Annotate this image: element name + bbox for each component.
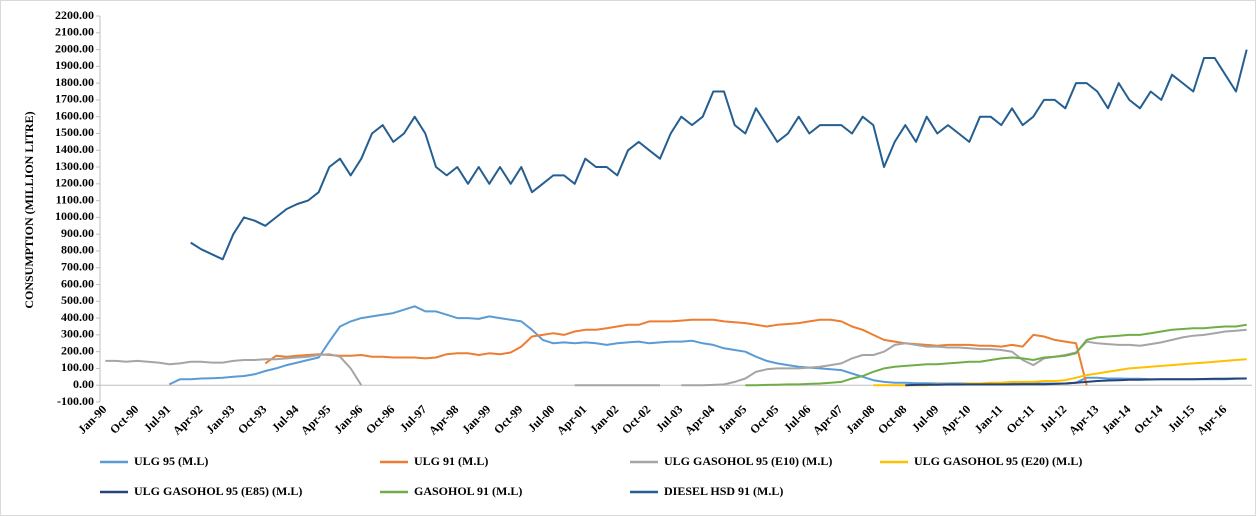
y-tick-label: 2000.00 — [55, 41, 94, 55]
legend-label: DIESEL HSD 91 (M.L) — [664, 484, 783, 498]
y-tick-label: 2200.00 — [55, 8, 94, 22]
series-line — [905, 377, 1247, 387]
y-tick-label: 1500.00 — [55, 125, 94, 139]
series-line — [190, 49, 1248, 261]
series-line — [745, 323, 1247, 387]
legend-label: ULG 95 (M.L) — [134, 454, 208, 468]
legend-label: ULG 91 (M.L) — [414, 454, 488, 468]
legend-label: ULG GASOHOL 95 (E20) (M.L) — [914, 454, 1082, 468]
y-tick-label: 600.00 — [61, 276, 94, 290]
y-tick-label: 1000.00 — [55, 209, 94, 223]
y-tick-label: 1800.00 — [55, 75, 94, 89]
y-tick-label: 1400.00 — [55, 142, 94, 156]
y-axis-title: CONSUMPTION (MILLION LITRE) — [22, 111, 36, 308]
y-tick-label: 200.00 — [61, 343, 94, 357]
y-tick-label: 900.00 — [61, 226, 94, 240]
y-tick-label: 300.00 — [61, 327, 94, 341]
y-tick-label: 400.00 — [61, 310, 94, 324]
y-tick-label: 1900.00 — [55, 58, 94, 72]
y-tick-label: 1100.00 — [56, 192, 94, 206]
y-tick-label: 100.00 — [61, 360, 94, 374]
legend-label: ULG GASOHOL 95 (E85) (M.L) — [134, 484, 302, 498]
y-tick-label: 1200.00 — [55, 176, 94, 190]
y-tick-label: 500.00 — [61, 293, 94, 307]
y-tick-label: 0.00 — [73, 377, 94, 391]
y-tick-label: 1300.00 — [55, 159, 94, 173]
y-tick-label: 2100.00 — [55, 25, 94, 39]
y-tick-label: 1700.00 — [55, 92, 94, 106]
y-tick-label: 800.00 — [61, 243, 94, 257]
y-tick-label: 700.00 — [61, 259, 94, 273]
legend-label: GASOHOL 91 (M.L) — [414, 484, 522, 498]
y-tick-label: -100.00 — [57, 394, 94, 408]
series-line — [264, 318, 1088, 386]
legend-label: ULG GASOHOL 95 (E10) (M.L) — [664, 454, 832, 468]
series-line — [105, 328, 1247, 387]
y-tick-label: 1600.00 — [55, 108, 94, 122]
